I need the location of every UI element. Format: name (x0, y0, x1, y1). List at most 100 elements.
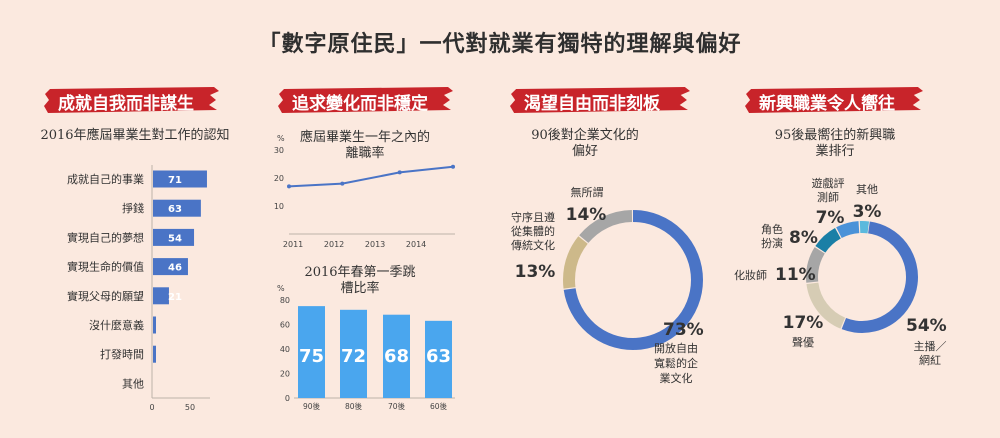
x-tick-label: 90後 (303, 401, 321, 411)
slice-name-label: 其他 (856, 183, 878, 196)
slice-percent-label: 14% (566, 205, 607, 225)
category-label: 沒什麼意義 (89, 318, 144, 332)
slice-name-label: 測師 (817, 190, 839, 204)
banner-label: 渴望自由而非刻板 (524, 94, 660, 114)
banner-freedom: 渴望自由而非刻板 (510, 86, 690, 114)
slice-percent-label: 11% (775, 265, 816, 285)
slice-percent-label: 8% (789, 228, 818, 248)
bar (298, 306, 325, 398)
x-tick-label: 2011 (283, 240, 303, 249)
banner-career: 成就自我而非謀生 (44, 86, 219, 114)
x-tick-label: 2013 (365, 240, 385, 249)
chart-title-work-perception: 2016年應屆畢業生對工作的認知 (40, 128, 230, 143)
bar-value-label: 72 (341, 346, 366, 367)
banner-label: 新興職業令人嚮往 (759, 94, 895, 114)
slice-name-label: 化妝師 (734, 268, 767, 282)
slice-name-label: 業文化 (660, 371, 693, 385)
banner-new-jobs: 新興職業令人嚮往 (745, 86, 923, 114)
category-label: 實現生命的價值 (67, 260, 144, 274)
donut-slice (806, 221, 918, 333)
slice-name-label: 寬鬆的企 (654, 356, 698, 370)
chart-title-culture: 90後對企業文化的偏好 (531, 128, 639, 159)
chart-title-turnover: 應屆畢業生一年之內的離職率 (300, 130, 431, 161)
slice-name-label: 遊戲評 (812, 176, 845, 190)
y-axis-unit: % (277, 134, 285, 143)
slice-percent-label: 7% (816, 208, 845, 228)
data-point (397, 170, 402, 175)
brush-stroke (510, 87, 690, 113)
x-tick-label: 60後 (430, 401, 448, 411)
slice-name-label: 主播／ (914, 339, 947, 353)
bar (153, 316, 156, 334)
slice-name-label: 角色 (761, 222, 783, 236)
chart-title-new-jobs: 95後最嚮往的新興職業排行 (774, 128, 896, 159)
banner-label: 成就自我而非謀生 (58, 94, 194, 114)
bar-value-label: 21 (168, 292, 182, 303)
bar (340, 309, 367, 398)
x-tick-label: 2012 (324, 240, 344, 249)
bar (153, 345, 156, 363)
bar (153, 258, 188, 276)
slice-name-label: 無所謂 (571, 185, 604, 199)
slice-name-label: 開放自由 (654, 341, 698, 355)
banner-label: 追求變化而非穩定 (292, 94, 428, 114)
y-axis-unit: % (277, 284, 285, 293)
category-label: 實現自己的夢想 (67, 230, 144, 244)
bar-value-label: 46 (168, 263, 182, 274)
slice-percent-label: 3% (853, 202, 882, 222)
slice-name-label: 守序且遵 (511, 210, 555, 224)
y-tick-label: 20 (280, 370, 290, 379)
x-tick-label: 80後 (345, 401, 363, 411)
slice-name-label: 扮演 (761, 236, 783, 250)
series-line (288, 165, 454, 188)
slice-percent-label: 73% (663, 320, 704, 340)
brush-stroke (278, 87, 453, 113)
bar (425, 320, 452, 398)
bar (383, 314, 410, 398)
slice-percent-label: 54% (906, 316, 947, 336)
donut-slice (563, 210, 703, 350)
slice-name-label: 從集體的 (511, 224, 555, 238)
bar-value-label: 68 (384, 346, 409, 367)
y-tick-label: 0 (285, 394, 290, 403)
bar (153, 170, 207, 188)
slice-name-label: 傳統文化 (511, 238, 555, 252)
bar-value-label: 71 (168, 175, 182, 186)
data-point (287, 184, 291, 189)
bar (153, 199, 201, 217)
slice-name-label: 網紅 (919, 353, 941, 367)
category-label: 成就自己的事業 (67, 172, 144, 186)
data-point (340, 181, 345, 186)
y-tick-label: 20 (274, 174, 284, 183)
slice-name-label: 聲優 (792, 335, 814, 349)
bar (153, 228, 195, 246)
donut-slice (563, 210, 703, 350)
bar (153, 287, 169, 305)
y-tick-label: 80 (280, 296, 290, 305)
bar-value-label: 63 (426, 346, 451, 367)
x-tick-label: 70後 (388, 401, 406, 411)
y-tick-label: 30 (274, 146, 284, 155)
data-point (451, 164, 455, 169)
category-label: 其他 (122, 377, 144, 390)
bar-value-label: 63 (168, 204, 182, 215)
category-label: 實現父母的願望 (67, 289, 144, 303)
bar-value-label: 75 (299, 346, 324, 367)
bar-value-label: 54 (168, 233, 182, 244)
donut-slice (806, 221, 918, 333)
chart-title-job-hopping: 2016年春第一季跳槽比率 (304, 265, 416, 296)
y-tick-label: 10 (274, 202, 284, 211)
category-label: 掙錢 (122, 201, 144, 215)
page-title: 「數字原住民」一代對就業有獨特的理解與偏好 (258, 32, 742, 57)
slice-percent-label: 17% (783, 313, 824, 333)
y-tick-label: 40 (280, 345, 290, 354)
x-tick-label: 2014 (406, 240, 426, 249)
brush-stroke (44, 87, 219, 113)
brush-stroke (745, 87, 923, 113)
category-label: 打發時間 (100, 347, 144, 361)
slice-percent-label: 13% (515, 262, 556, 282)
x-tick-label: 50 (185, 403, 195, 412)
x-tick-label: 0 (149, 403, 154, 412)
banner-change: 追求變化而非穩定 (278, 86, 453, 114)
